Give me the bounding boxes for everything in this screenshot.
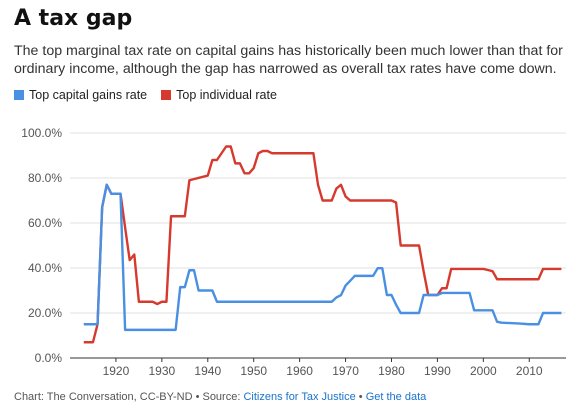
legend-swatch-capital-gains xyxy=(14,90,24,100)
series-line-capital-gains xyxy=(83,183,562,332)
legend: Top capital gains rate Top individual ra… xyxy=(14,88,291,102)
chart-title: A tax gap xyxy=(14,6,133,31)
get-data-link[interactable]: Get the data xyxy=(365,391,427,403)
x-tick-label: 1960 xyxy=(286,364,313,378)
y-tick-label: 100.0% xyxy=(21,126,62,140)
x-tick-label: 1950 xyxy=(240,364,267,378)
x-tick-label: 1920 xyxy=(103,364,130,378)
legend-label-capital-gains: Top capital gains rate xyxy=(29,88,148,102)
x-tick-label: 2010 xyxy=(516,364,543,378)
y-tick-label: 40.0% xyxy=(28,261,62,275)
x-tick-label: 1940 xyxy=(194,364,221,378)
chart-footer: Chart: The Conversation, CC-BY-ND • Sour… xyxy=(14,391,426,403)
y-tick-label: 80.0% xyxy=(28,171,62,185)
series-line-individual xyxy=(83,145,562,344)
chart-subtitle: The top marginal tax rate on capital gai… xyxy=(14,43,563,77)
legend-item-individual: Top individual rate xyxy=(161,88,277,102)
y-tick-label: 60.0% xyxy=(28,216,62,230)
x-tick-label: 1980 xyxy=(378,364,405,378)
legend-label-individual: Top individual rate xyxy=(176,88,277,102)
footer-credit: Chart: The Conversation, CC-BY-ND • Sour… xyxy=(14,391,244,403)
legend-swatch-individual xyxy=(161,90,172,100)
x-tick-label: 1930 xyxy=(149,364,176,378)
x-tick-label: 1970 xyxy=(332,364,359,378)
source-link[interactable]: Citizens for Tax Justice xyxy=(243,391,356,403)
y-tick-label: 0.0% xyxy=(35,351,63,365)
footer-separator: • xyxy=(355,391,366,403)
legend-item-capital-gains: Top capital gains rate xyxy=(14,88,147,102)
x-tick-label: 2000 xyxy=(470,364,497,378)
x-tick-label: 1990 xyxy=(424,364,451,378)
y-tick-label: 20.0% xyxy=(28,306,62,320)
